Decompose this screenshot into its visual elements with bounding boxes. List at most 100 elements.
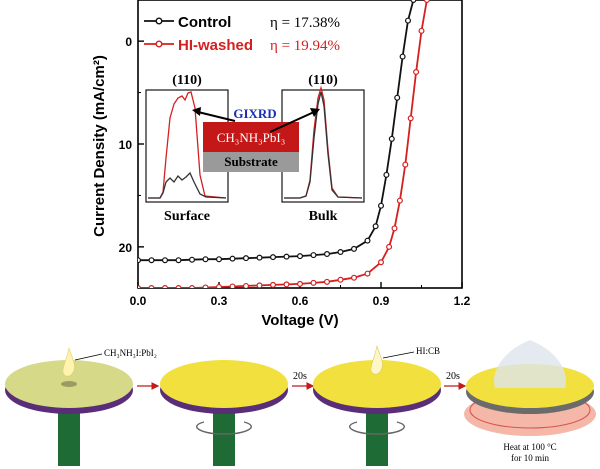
film-schematic: GIXRD CH₃NH₃PbI₃ Substrate [192,106,320,172]
data-point [394,94,401,101]
stage-2-spin [160,360,288,466]
jv-chart: 0.0 0.3 0.6 0.9 1.2 0 10 20 Voltage (V) Current… [91,0,471,329]
legend-hi-efficiency: η = 19.94% [270,38,340,54]
data-point [310,252,317,259]
data-point [407,115,414,122]
data-point [391,225,398,232]
data-point [399,53,406,60]
data-point [270,281,277,288]
legend-marker-control [155,17,163,25]
y-tick-label: 20 [119,241,133,255]
data-point [202,284,209,288]
data-point [402,161,409,168]
x-tick-label: 0.9 [373,294,390,308]
data-point [396,197,403,204]
data-point [378,259,385,266]
bulk-label: Bulk [309,209,338,224]
data-point [372,223,379,230]
data-point [162,285,168,288]
stage-1-drop-casting: CH₃NH₃I:PbI₂ [5,346,157,466]
x-tick-label: 0.3 [211,294,228,308]
data-point [189,256,196,263]
x-tick-label: 0.6 [292,294,309,308]
data-point [148,257,155,264]
data-point [386,243,393,250]
data-point [148,285,155,288]
arrow-head-bulk [310,108,320,117]
rotation-icon-2 [349,421,405,435]
drop-icon-hi [370,344,383,375]
perovskite-layer-label: CH₃NH₃PbI₃ [217,130,286,145]
data-point [310,279,317,286]
drop-shadow-1 [61,381,77,387]
data-point [243,282,249,288]
data-point [202,256,209,263]
stage-4-anneal: Heat at 100 °C for 10 min [464,340,596,463]
data-point [138,257,141,264]
pillar-1 [58,410,80,466]
pillar-3 [366,410,388,466]
data-point [175,257,182,264]
legend-marker-hi [155,40,163,48]
data-point [423,0,430,3]
legend-control-label: Control [178,14,231,31]
disk-2-surface [160,360,288,408]
stage-3-hi-wash: HI:CB [313,344,441,466]
drop-icon [62,346,75,377]
step-time-1: 20s [293,371,307,382]
data-point [388,135,395,142]
data-point [283,281,290,288]
data-point [351,245,358,252]
data-point [405,17,412,24]
step-time-2: 20s [446,371,460,382]
data-point [418,27,425,34]
data-point [283,253,290,260]
substrate-layer [203,152,299,172]
data-point [256,254,263,261]
heat-label-line1: Heat at 100 °C [503,442,556,452]
surface-curve-control [148,171,227,199]
x-tick-label: 1.2 [454,294,471,308]
y-tick-label: 10 [119,138,133,152]
arrow-to-bulk [269,111,315,133]
data-point [162,257,169,264]
vapor-icon [494,340,566,388]
data-point [216,256,223,263]
x-tick-label: 0.0 [130,294,147,308]
data-point [351,274,358,281]
arrow-to-surface [197,111,236,122]
arrow-head-surface [192,107,201,116]
bulk-curve-control [284,91,363,199]
drop2-label: HI:CB [416,346,440,356]
data-point [297,280,304,287]
disk-3-surface [313,360,441,408]
legend-control-efficiency: η = 17.38% [270,15,340,31]
data-point [378,202,385,209]
data-point [324,278,331,285]
y-axis-label: Current Density (mA/cm²) [91,55,108,237]
pillar-2 [213,410,235,466]
surface-label: Surface [164,209,210,224]
data-point [297,253,304,260]
data-point [364,237,371,244]
data-point [189,285,195,288]
surface-curve-hi [148,91,227,199]
data-point [256,282,263,288]
legend: Control η = 17.38% HI-washed η = 19.94% [144,14,340,54]
data-point [413,68,420,75]
substrate-label: Substrate [224,154,278,169]
data-point [229,255,236,262]
data-point [243,255,250,262]
bulk-peak-label: (110) [308,73,338,88]
data-point [229,283,236,288]
y-tick-label: 0 [125,35,132,49]
rotation-icon-1 [196,421,252,435]
data-point [337,276,344,283]
data-point [383,171,390,178]
data-point [138,285,141,288]
surface-peak-label: (110) [172,73,202,88]
data-point [337,249,344,256]
data-point [216,283,222,288]
x-axis-label: Voltage (V) [261,312,338,329]
data-point [364,270,371,277]
